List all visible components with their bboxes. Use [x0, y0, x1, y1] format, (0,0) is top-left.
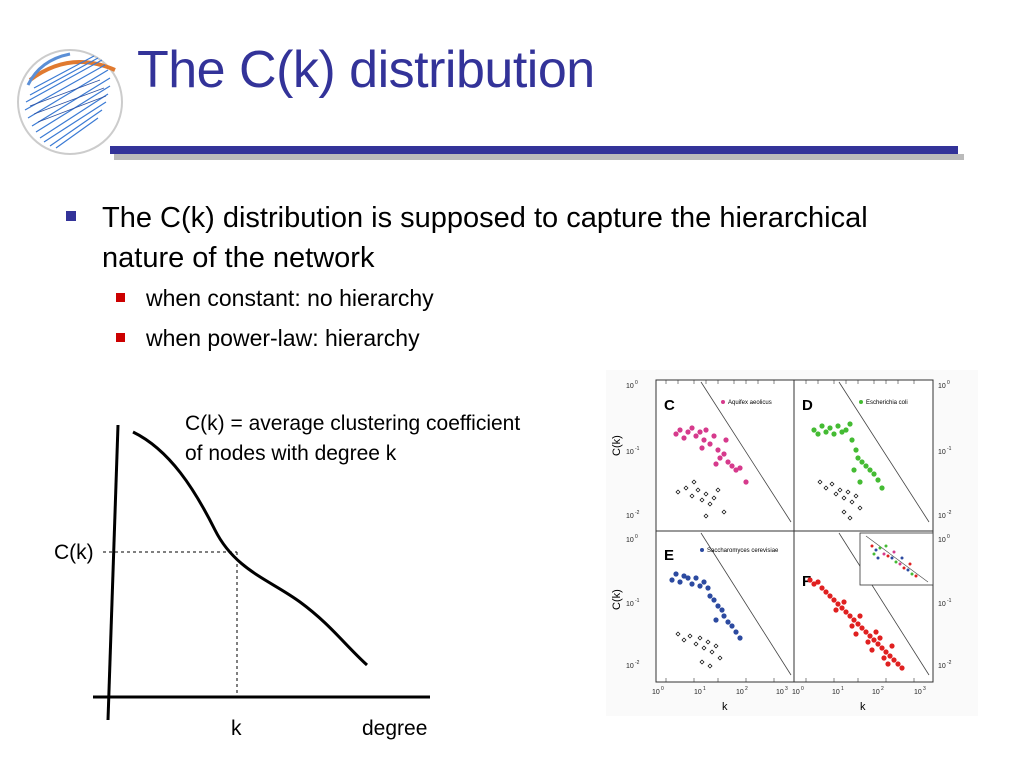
svg-text:10: 10: [872, 689, 880, 696]
ck-sketch-diagram: [93, 424, 430, 721]
svg-text:0: 0: [635, 534, 638, 540]
svg-text:10: 10: [938, 537, 946, 544]
svg-text:10: 10: [626, 601, 634, 608]
title-underline: [110, 146, 958, 154]
svg-text:3: 3: [923, 686, 926, 692]
svg-text:0: 0: [635, 380, 638, 386]
svg-text:0: 0: [801, 686, 804, 692]
sketch-x-label: degree: [362, 717, 428, 740]
svg-text:0: 0: [947, 534, 950, 540]
svg-text:0: 0: [661, 686, 664, 692]
panels-xaxis-right: k: [860, 701, 866, 713]
page-title: The C(k) distribution: [137, 41, 595, 99]
square-bullet-icon: [116, 293, 125, 302]
panel-c-letter: C: [664, 397, 675, 414]
svg-text:-2: -2: [947, 660, 952, 666]
svg-text:10: 10: [626, 663, 634, 670]
svg-text:10: 10: [832, 689, 840, 696]
svg-text:10: 10: [938, 383, 946, 390]
svg-text:10: 10: [776, 689, 784, 696]
sketch-k-label: k: [231, 717, 242, 740]
svg-text:10: 10: [914, 689, 922, 696]
sketch-y-axis: [106, 424, 120, 721]
svg-text:-2: -2: [635, 510, 640, 516]
panels-yaxis-top: C(k): [611, 435, 623, 456]
svg-text:10: 10: [938, 601, 946, 608]
bullet-main: The C(k) distribution is supposed to cap…: [66, 198, 886, 278]
svg-text:10: 10: [938, 663, 946, 670]
title-underline-shadow: [114, 154, 964, 160]
svg-text:10: 10: [626, 537, 634, 544]
legend-yeast: Saccharomyces cerevisiae: [707, 548, 779, 554]
network-logo-icon: [17, 49, 123, 155]
svg-text:10: 10: [626, 513, 634, 520]
svg-text:10: 10: [938, 449, 946, 456]
ck-definition-line1: C(k) = average clustering coefficient: [185, 412, 521, 435]
svg-text:10: 10: [626, 449, 634, 456]
svg-text:10: 10: [652, 689, 660, 696]
legend-aquifex: Aquifex aeolicus: [728, 400, 772, 406]
ck-definition-line2: of nodes with degree k: [185, 442, 397, 465]
svg-text:1: 1: [703, 686, 706, 692]
sub-bullet-constant: when constant: no hierarchy: [66, 278, 886, 318]
svg-text:-2: -2: [947, 510, 952, 516]
svg-text:10: 10: [792, 689, 800, 696]
sub-bullet-text: when constant: no hierarchy: [146, 285, 434, 311]
sub-bullet-power-law: when power-law: hierarchy: [66, 318, 886, 358]
bullet-main-text: The C(k) distribution is supposed to cap…: [102, 202, 868, 274]
panel-d-letter: D: [802, 397, 813, 414]
legend-ecoli: Escherichia coli: [866, 400, 908, 406]
svg-text:10: 10: [694, 689, 702, 696]
svg-text:1: 1: [841, 686, 844, 692]
svg-text:10: 10: [736, 689, 744, 696]
svg-text:-1: -1: [947, 446, 952, 452]
sketch-curve: [132, 430, 369, 667]
svg-text:10: 10: [626, 383, 634, 390]
panels-xaxis-left: k: [722, 701, 728, 713]
ck-definition: C(k) = average clustering coefficient of…: [185, 409, 520, 469]
svg-text:-1: -1: [635, 598, 640, 604]
svg-text:2: 2: [881, 686, 884, 692]
sketch-y-label: C(k): [54, 541, 94, 564]
svg-text:-1: -1: [635, 446, 640, 452]
panels-yaxis-bottom: C(k): [611, 589, 623, 610]
svg-text:2: 2: [745, 686, 748, 692]
panel-f-letter: F: [802, 573, 811, 590]
svg-text:-1: -1: [947, 598, 952, 604]
svg-text:3: 3: [785, 686, 788, 692]
svg-text:10: 10: [938, 513, 946, 520]
svg-text:-2: -2: [635, 660, 640, 666]
bullet-list: The C(k) distribution is supposed to cap…: [66, 198, 886, 358]
sub-bullet-text: when power-law: hierarchy: [146, 325, 420, 351]
panel-e-letter: E: [664, 547, 674, 564]
square-bullet-icon: [116, 333, 125, 342]
svg-text:0: 0: [947, 380, 950, 386]
square-bullet-icon: [66, 211, 76, 221]
ck-empirical-panels: C D E F Aquifex aeolicus Escherichia col…: [606, 370, 978, 716]
